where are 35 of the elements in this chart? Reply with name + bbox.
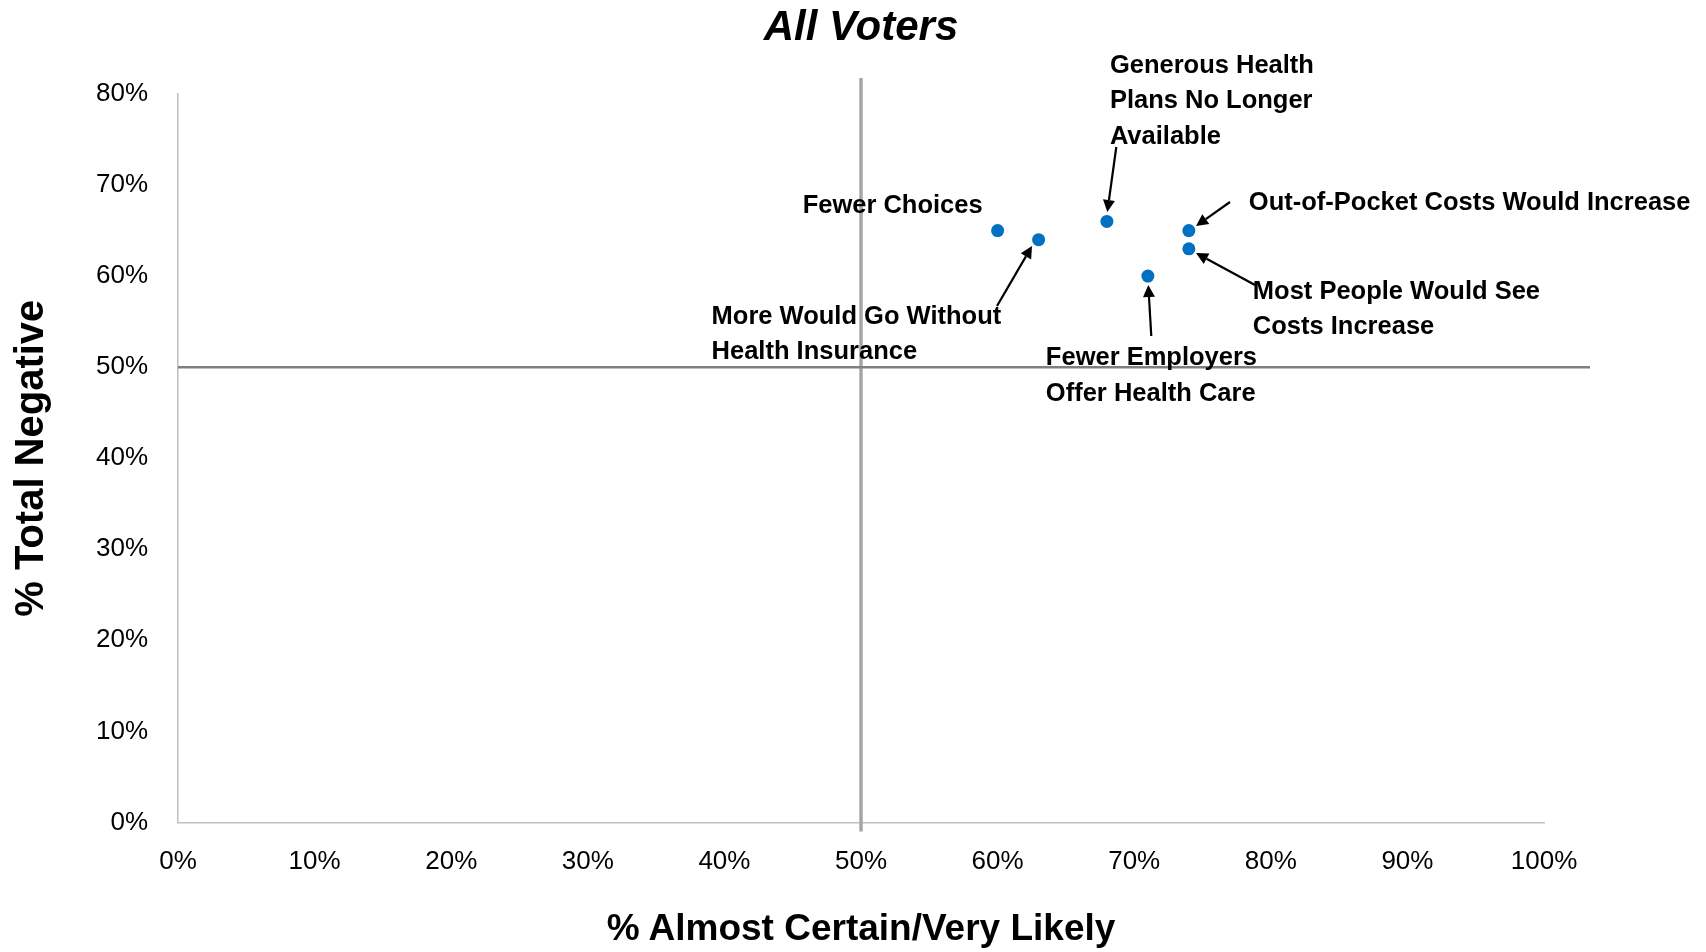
x-tick-label: 60% <box>971 845 1024 876</box>
y-tick-label: 30% <box>95 532 149 563</box>
x-tick-label: 0% <box>159 845 197 876</box>
y-axis-title: % Total Negative <box>7 299 52 617</box>
x-tick-label: 50% <box>835 845 888 876</box>
annotation: Fewer Choices <box>802 189 983 218</box>
y-tick-label: 70% <box>95 168 149 199</box>
x-tick-label: 30% <box>561 845 614 876</box>
x-tick-label: 100% <box>1510 845 1578 876</box>
x-tick-label: 20% <box>425 845 478 876</box>
y-tick-label: 60% <box>95 259 149 290</box>
point <box>1032 233 1046 247</box>
x-tick-label: 10% <box>288 845 341 876</box>
point <box>991 224 1005 238</box>
annotation: Out-of-Pocket Costs Would Increase <box>1248 186 1691 215</box>
y-tick-label: 20% <box>95 623 149 654</box>
point <box>1100 214 1114 228</box>
point <box>1182 242 1196 256</box>
annotation: Generous Health Plans No Longer Available <box>1109 49 1314 149</box>
annotation: Fewer Employers Offer Health Care <box>1045 342 1258 406</box>
x-axis-title: % Almost Certain/Very Likely <box>606 907 1116 948</box>
y-tick-label: 10% <box>95 714 149 745</box>
y-tick-label: 40% <box>95 441 149 472</box>
y-tick-label: 80% <box>95 77 149 108</box>
x-tick-label: 80% <box>1244 845 1297 876</box>
x-tick-label: 70% <box>1108 845 1161 876</box>
point <box>1141 269 1155 283</box>
x-tick-label: 40% <box>698 845 751 876</box>
annotation: More Would Go Without Health Insurance <box>711 300 1002 365</box>
chart-title: All Voters <box>762 1 959 49</box>
y-tick-label: 50% <box>95 350 149 381</box>
annotation: Most People Would See Costs Increase <box>1252 275 1541 340</box>
x-tick-label: 90% <box>1381 845 1434 876</box>
y-tick-label: 0% <box>110 805 149 836</box>
point <box>1182 224 1196 238</box>
